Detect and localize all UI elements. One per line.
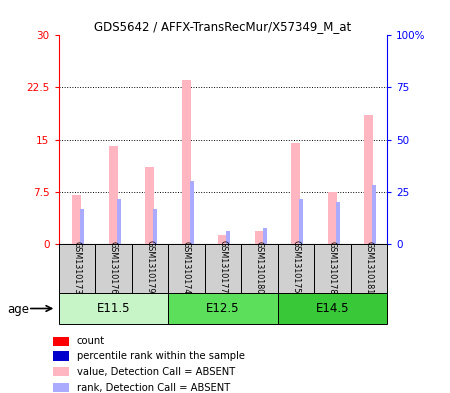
Text: GSM1310176: GSM1310176: [109, 241, 118, 294]
Bar: [72, 195, 81, 244]
Text: value, Detection Call = ABSENT: value, Detection Call = ABSENT: [76, 367, 235, 376]
Bar: [109, 147, 118, 244]
Title: GDS5642 / AFFX-TransRecMur/X57349_M_at: GDS5642 / AFFX-TransRecMur/X57349_M_at: [94, 20, 351, 33]
Text: percentile rank within the sample: percentile rank within the sample: [76, 351, 245, 361]
Bar: [218, 235, 227, 244]
Bar: [278, 293, 387, 324]
Bar: [263, 228, 266, 244]
Bar: [153, 209, 157, 244]
Bar: [364, 115, 373, 244]
Text: GSM1310173: GSM1310173: [72, 241, 81, 294]
Text: GSM1310175: GSM1310175: [291, 241, 300, 294]
Text: GSM1310180: GSM1310180: [255, 241, 264, 294]
Text: rank, Detection Call = ABSENT: rank, Detection Call = ABSENT: [76, 383, 230, 393]
Bar: [58, 244, 95, 293]
Bar: [241, 244, 278, 293]
Bar: [351, 244, 387, 293]
Bar: [131, 244, 168, 293]
Text: E12.5: E12.5: [206, 302, 239, 315]
Bar: [145, 167, 154, 244]
Bar: [373, 185, 376, 244]
Bar: [190, 181, 194, 244]
Bar: [204, 244, 241, 293]
Text: age: age: [7, 303, 29, 316]
Bar: [53, 367, 69, 376]
Bar: [278, 244, 314, 293]
Bar: [53, 383, 69, 392]
Bar: [182, 81, 191, 244]
Text: GSM1310179: GSM1310179: [145, 241, 154, 294]
Bar: [299, 198, 303, 244]
Bar: [58, 293, 168, 324]
Text: GSM1310181: GSM1310181: [364, 241, 373, 294]
Bar: [117, 198, 121, 244]
Bar: [255, 231, 264, 244]
Bar: [168, 244, 204, 293]
Bar: [81, 209, 84, 244]
Text: GSM1310174: GSM1310174: [182, 241, 191, 294]
Bar: [226, 231, 230, 244]
Bar: [53, 351, 69, 361]
Text: count: count: [76, 336, 105, 346]
Text: GSM1310178: GSM1310178: [328, 241, 337, 294]
Bar: [168, 293, 278, 324]
Bar: [53, 336, 69, 346]
Bar: [291, 143, 300, 244]
Text: GSM1310177: GSM1310177: [218, 241, 227, 294]
Text: E14.5: E14.5: [315, 302, 349, 315]
Bar: [314, 244, 351, 293]
Bar: [328, 191, 337, 244]
Bar: [336, 202, 340, 244]
Text: E11.5: E11.5: [96, 302, 130, 315]
Bar: [95, 244, 131, 293]
